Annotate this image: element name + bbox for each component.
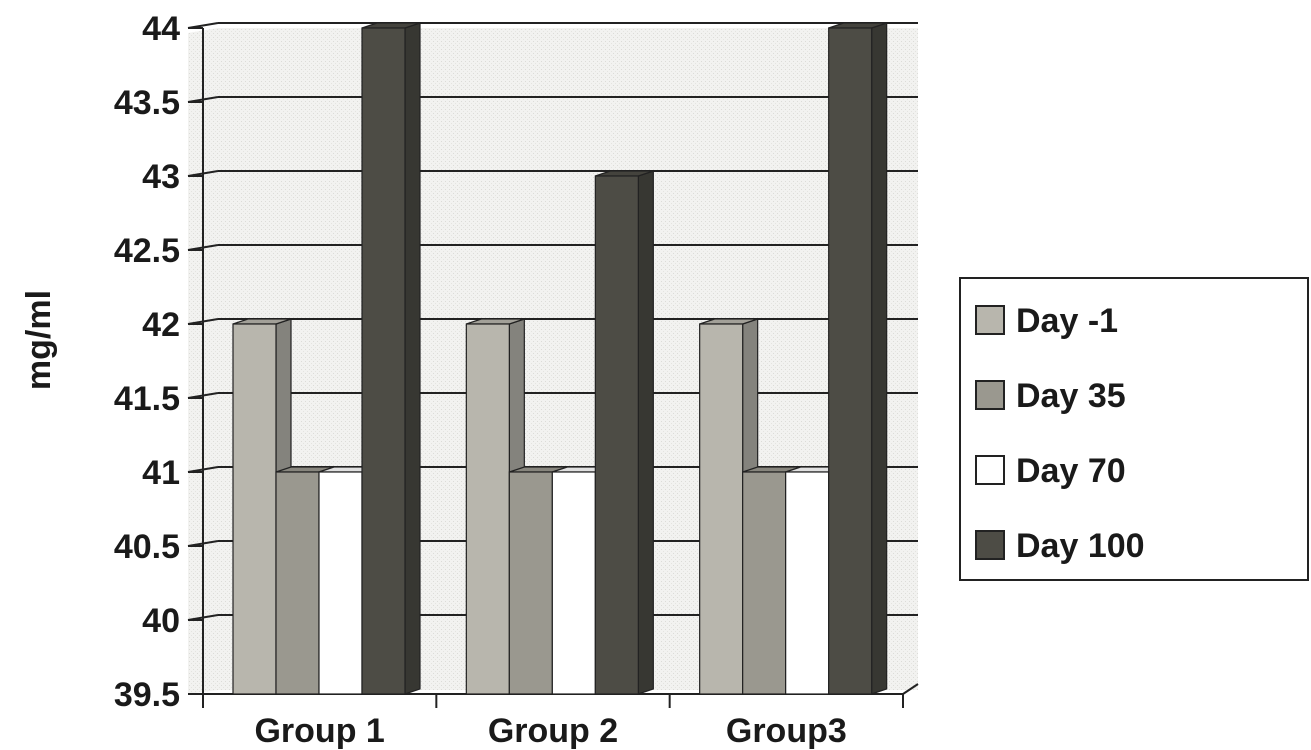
y-tick-label: 40 <box>142 602 180 640</box>
y-tick-label: 39.5 <box>114 676 180 714</box>
y-tick-label: 41 <box>142 454 180 492</box>
x-tick-label: Group 1 <box>254 712 384 750</box>
legend: Day -1 Day 35 Day 70 Day 100 <box>959 277 1309 581</box>
bars <box>232 22 888 695</box>
y-tick-label: 40.5 <box>114 528 180 566</box>
x-tick-label: Group3 <box>726 712 847 750</box>
legend-item: Day 70 <box>975 452 1126 490</box>
plot-area <box>187 22 919 695</box>
y-tick-label: 42.5 <box>114 232 180 270</box>
legend-label: Day 100 <box>1016 527 1145 565</box>
x-axis-depth-line <box>902 683 919 695</box>
legend-item: Day 100 <box>975 527 1145 565</box>
bar <box>828 22 888 695</box>
legend-label: Day 35 <box>1016 377 1126 415</box>
y-tick-label: 44 <box>142 10 180 48</box>
legend-box <box>959 277 1309 581</box>
y-tick-label: 41.5 <box>114 380 180 418</box>
bar <box>361 22 421 695</box>
legend-label: Day -1 <box>1016 302 1118 340</box>
legend-label: Day 70 <box>1016 452 1126 490</box>
legend-swatch <box>975 305 1005 335</box>
x-tick-label: Group 2 <box>488 712 618 750</box>
y-axis-label: mg/ml <box>20 290 58 390</box>
legend-item: Day 35 <box>975 377 1126 415</box>
y-tick-label: 43 <box>142 158 180 196</box>
legend-swatch <box>975 530 1005 560</box>
y-tick-label: 42 <box>142 306 180 344</box>
legend-swatch <box>975 455 1005 485</box>
legend-swatch <box>975 380 1005 410</box>
y-tick-label: 43.5 <box>114 84 180 122</box>
legend-item: Day -1 <box>975 302 1118 340</box>
bar <box>594 170 654 695</box>
y-axis-ticks: 39.5 40 40.5 41 41.5 42 42.5 43 43.5 44 <box>114 10 203 714</box>
x-axis-ticks: Group 1 Group 2 Group3 <box>202 694 904 750</box>
